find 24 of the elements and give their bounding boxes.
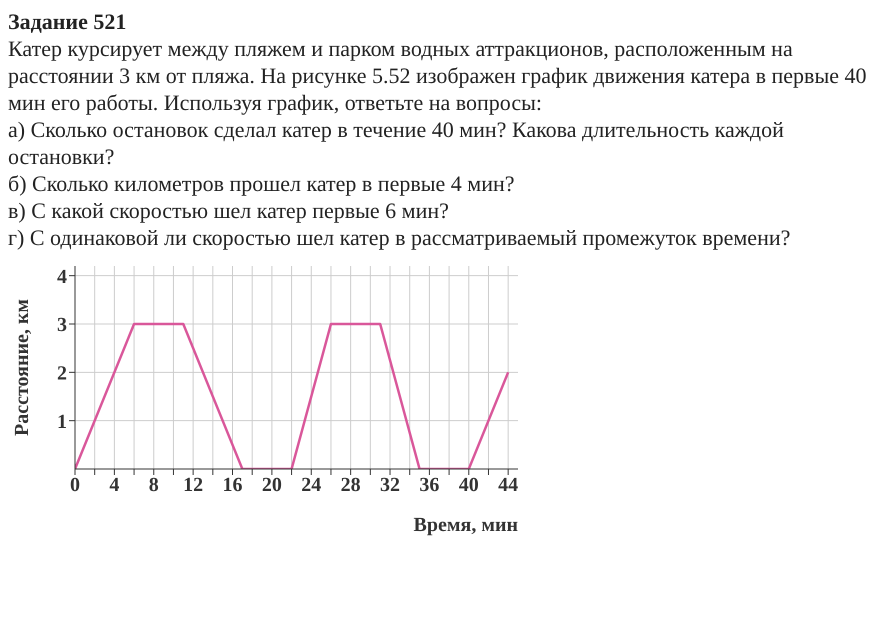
x-tick-label: 4 bbox=[109, 474, 120, 496]
y-tick-label: 3 bbox=[57, 314, 67, 336]
x-tick-label: 0 bbox=[70, 474, 80, 496]
x-tick-label: 28 bbox=[340, 474, 361, 496]
text: а) Сколько остановок сделал катер в течение 40 мин? Какова длительность каждой остановки? bbox=[8, 116, 785, 170]
text: б) Сколько километров прошел катер в первые 4 мин? bbox=[8, 170, 516, 197]
y-tick-label: 2 bbox=[57, 362, 67, 384]
x-tick-label: 36 bbox=[419, 474, 440, 496]
chart-subtitle: Катер курсирует между пляжем и парком водных аттракционов, расположенным на расстоянии 3 км от пляжа. На рисунке 5.52 изображен график движения катера в первые 40 мин его работы. Используя график, ответьте на вопросы: bbox=[8, 35, 868, 116]
chart-title: Задание 521 bbox=[8, 8, 128, 35]
x-axis-title: Время, мин bbox=[414, 514, 518, 536]
x-tick-label: 12 bbox=[183, 474, 204, 496]
x-tick-label: 8 bbox=[148, 474, 159, 496]
x-tick-label: 32 bbox=[380, 474, 400, 496]
y-axis-title: Расстояние, км bbox=[11, 298, 34, 436]
text: г) С одинаковой ли скоростью шел катер в рассматриваемый промежуток времени? bbox=[8, 224, 792, 251]
x-tick-label: 40 bbox=[458, 474, 479, 496]
text: в) С какой скоростью шел катер первые 6 мин? bbox=[8, 197, 450, 224]
x-tick-label: 44 bbox=[498, 474, 518, 496]
x-tick-label: 20 bbox=[262, 474, 282, 496]
x-tick-label: 16 bbox=[222, 474, 243, 496]
y-tick-label: 4 bbox=[57, 266, 67, 288]
x-tick-label: 24 bbox=[301, 474, 322, 496]
y-tick-label: 1 bbox=[57, 410, 67, 433]
